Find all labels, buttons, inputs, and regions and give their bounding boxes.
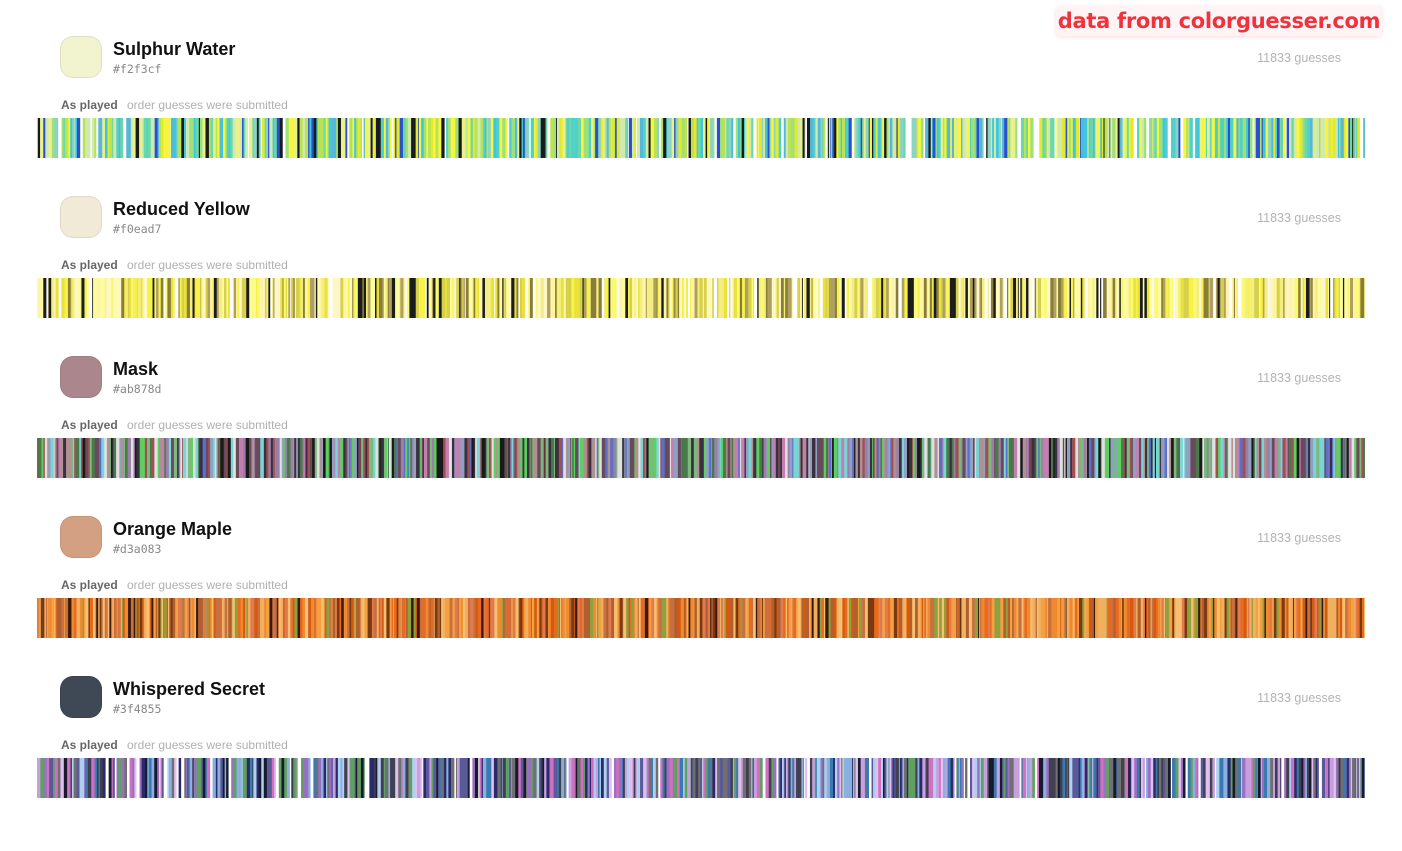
order-label: As played	[61, 258, 118, 272]
order-label: As played	[61, 98, 118, 112]
color-swatch	[60, 36, 102, 78]
guess-count: 11833 guesses	[1257, 51, 1341, 65]
order-label: As played	[61, 418, 118, 432]
order-description: order guesses were submitted	[127, 738, 288, 752]
guess-stripe-bar	[37, 278, 1365, 318]
color-name: Mask	[113, 359, 159, 379]
color-hex: #d3a083	[113, 542, 162, 556]
guess-count: 11833 guesses	[1257, 531, 1341, 545]
color-hex: #3f4855	[113, 702, 162, 716]
color-card: Whispered Secret #3f4855 11833 guesses A…	[0, 640, 1402, 800]
order-description: order guesses were submitted	[127, 418, 288, 432]
guess-stripe-bar	[37, 598, 1365, 638]
order-description: order guesses were submitted	[127, 258, 288, 272]
color-name: Whispered Secret	[113, 679, 266, 699]
color-swatch	[60, 676, 102, 718]
color-swatch	[60, 516, 102, 558]
color-card: Reduced Yellow #f0ead7 11833 guesses As …	[0, 160, 1402, 320]
source-badge[interactable]: data from colorguesser.com	[1056, 6, 1382, 36]
guess-stripe-bar	[37, 438, 1365, 478]
order-description: order guesses were submitted	[127, 98, 288, 112]
guess-count: 11833 guesses	[1257, 371, 1341, 385]
color-name: Reduced Yellow	[113, 199, 250, 219]
color-card: Mask #ab878d 11833 guesses As played ord…	[0, 320, 1402, 480]
color-card: Sulphur Water #f2f3cf 11833 guesses As p…	[0, 0, 1402, 160]
color-hex: #ab878d	[113, 382, 162, 396]
guess-count: 11833 guesses	[1257, 691, 1341, 705]
order-label: As played	[61, 738, 118, 752]
order-label: As played	[61, 578, 118, 592]
guess-count: 11833 guesses	[1257, 211, 1341, 225]
color-card: Orange Maple #d3a083 11833 guesses As pl…	[0, 480, 1402, 640]
guess-stripe-bar	[37, 118, 1365, 158]
color-name: Sulphur Water	[113, 39, 236, 59]
color-swatch	[60, 196, 102, 238]
color-hex: #f0ead7	[113, 222, 162, 236]
color-name: Orange Maple	[113, 519, 233, 539]
color-swatch	[60, 356, 102, 398]
order-description: order guesses were submitted	[127, 578, 288, 592]
color-hex: #f2f3cf	[113, 62, 162, 76]
guess-stripe-bar	[37, 758, 1365, 798]
